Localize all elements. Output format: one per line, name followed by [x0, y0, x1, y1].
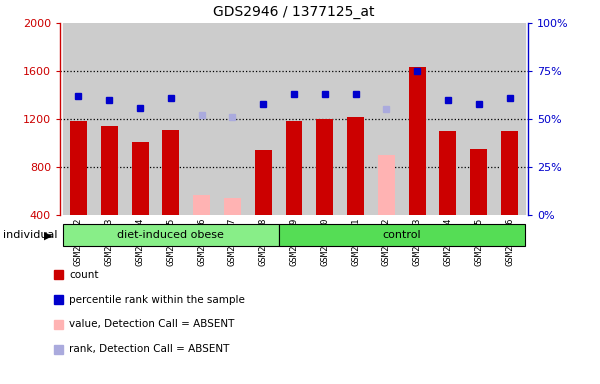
- Bar: [54, 270, 63, 279]
- Bar: [340, 23, 371, 215]
- Bar: [131, 142, 149, 215]
- Bar: [54, 345, 63, 354]
- Text: control: control: [382, 230, 421, 240]
- Text: individual: individual: [3, 230, 58, 240]
- Bar: [94, 23, 125, 215]
- Bar: [463, 23, 494, 215]
- Bar: [286, 121, 302, 215]
- Bar: [310, 23, 340, 215]
- Bar: [409, 68, 425, 215]
- Text: percentile rank within the sample: percentile rank within the sample: [69, 295, 245, 305]
- Bar: [63, 224, 278, 247]
- Bar: [248, 23, 278, 215]
- Bar: [54, 320, 63, 329]
- Bar: [378, 155, 395, 215]
- Bar: [217, 23, 248, 215]
- Bar: [278, 224, 525, 247]
- Bar: [439, 131, 457, 215]
- Text: ▶: ▶: [44, 230, 53, 240]
- Bar: [63, 23, 94, 215]
- Bar: [494, 23, 525, 215]
- Bar: [371, 23, 402, 215]
- Bar: [470, 149, 487, 215]
- Bar: [224, 198, 241, 215]
- Bar: [70, 121, 87, 215]
- Bar: [186, 23, 217, 215]
- Bar: [402, 23, 433, 215]
- Text: count: count: [69, 270, 98, 280]
- Title: GDS2946 / 1377125_at: GDS2946 / 1377125_at: [213, 5, 375, 19]
- Bar: [255, 150, 272, 215]
- Text: value, Detection Call = ABSENT: value, Detection Call = ABSENT: [69, 319, 235, 329]
- Bar: [278, 23, 310, 215]
- Bar: [501, 131, 518, 215]
- Bar: [54, 295, 63, 304]
- Bar: [155, 23, 186, 215]
- Bar: [193, 195, 210, 215]
- Bar: [433, 23, 463, 215]
- Bar: [125, 23, 155, 215]
- Bar: [316, 119, 333, 215]
- Text: diet-induced obese: diet-induced obese: [118, 230, 224, 240]
- Bar: [347, 117, 364, 215]
- Text: rank, Detection Call = ABSENT: rank, Detection Call = ABSENT: [69, 344, 229, 354]
- Bar: [101, 126, 118, 215]
- Bar: [163, 130, 179, 215]
